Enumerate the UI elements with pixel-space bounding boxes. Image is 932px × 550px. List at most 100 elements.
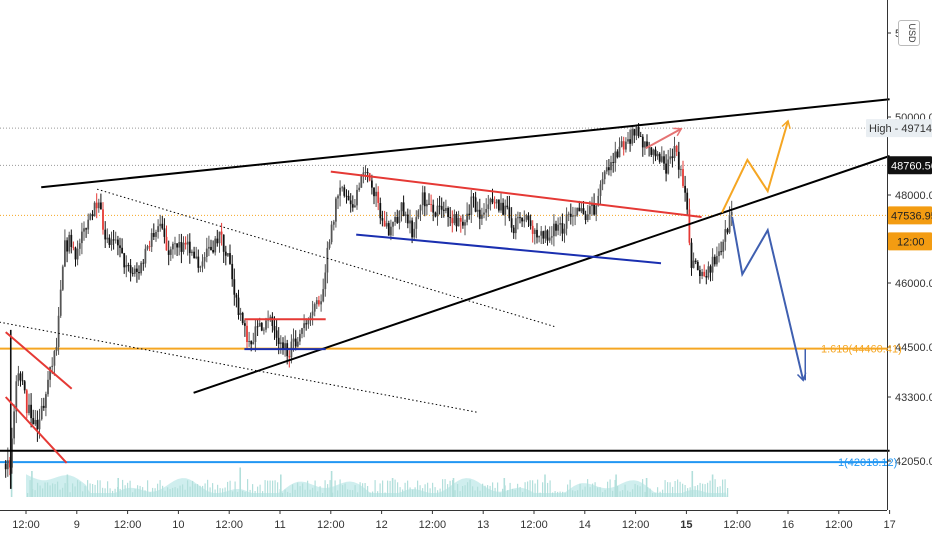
candle-body <box>326 247 329 273</box>
candle-body <box>540 231 543 236</box>
volume-bar <box>307 480 309 497</box>
candle-body <box>521 217 523 222</box>
candle-body <box>169 249 172 255</box>
volume-bar <box>597 487 599 497</box>
volume-area <box>26 474 727 497</box>
candle-body <box>584 214 587 220</box>
volume-spike <box>391 478 394 497</box>
price-scale[interactable]: 5250000.0048000.0046000.0044500.0043300.… <box>821 0 932 510</box>
volume-bar <box>82 491 84 497</box>
time-tick-label: 15 <box>680 519 692 531</box>
candle-body <box>114 239 117 241</box>
candle-body <box>686 192 689 210</box>
volume-bar <box>209 487 211 497</box>
candle-body <box>417 210 420 218</box>
candle-body <box>309 315 312 319</box>
volume-bar <box>662 489 664 497</box>
candle-body <box>514 218 517 234</box>
volume-bar <box>197 484 199 497</box>
volume-bar <box>329 480 331 497</box>
candle-body <box>487 204 490 209</box>
volume-bar <box>27 493 29 497</box>
candle-body <box>59 289 62 316</box>
candle-body <box>692 260 695 268</box>
volume-bar <box>539 492 541 497</box>
candle-body <box>265 320 267 330</box>
volume-bar <box>39 485 41 497</box>
candle-body <box>294 338 297 347</box>
level-48760-badge-bg <box>888 156 932 175</box>
candle-body <box>117 239 119 246</box>
candle-body <box>78 243 81 249</box>
volume-bar <box>572 490 574 497</box>
candle-body <box>400 202 403 212</box>
volume-bar <box>702 483 704 497</box>
candle-body <box>358 187 361 190</box>
candle-body <box>161 223 164 229</box>
volume-bar <box>414 487 416 497</box>
volume-bar <box>349 489 351 497</box>
candle-body <box>299 333 301 342</box>
candle-body <box>34 420 37 425</box>
candle-body <box>663 156 665 164</box>
volume-bar <box>549 480 551 497</box>
candle-body <box>375 191 377 197</box>
candle-body <box>618 146 621 158</box>
candle-body <box>178 242 181 248</box>
candle-body <box>244 323 246 326</box>
candle-body <box>157 226 159 232</box>
candle-body <box>311 311 314 316</box>
candle-body <box>665 163 667 174</box>
candle-body <box>150 233 153 247</box>
candle-body <box>292 338 295 342</box>
candle-body <box>227 253 229 256</box>
candle-body <box>468 213 471 215</box>
candle-body <box>301 328 303 334</box>
candle-body <box>512 227 515 234</box>
volume-bar <box>109 488 111 497</box>
candle-body <box>121 247 123 254</box>
volume-bar <box>484 485 486 497</box>
volume-bar <box>177 488 179 497</box>
candle-body <box>544 230 547 239</box>
volume-bar <box>517 483 519 497</box>
volume-bar <box>87 480 89 497</box>
currency-badge[interactable]: USD <box>898 20 920 46</box>
candle-body <box>572 215 574 217</box>
candle-body <box>339 187 341 196</box>
candle-body <box>474 197 477 212</box>
candle-body <box>345 195 348 197</box>
candle-body <box>233 279 236 295</box>
volume-bar <box>289 493 291 497</box>
candle-body <box>379 203 382 219</box>
red-fall-line <box>5 331 73 390</box>
candle-body <box>214 238 217 253</box>
volume-bar <box>207 479 209 497</box>
candle-body <box>146 246 149 249</box>
time-tick-label: 12 <box>375 519 387 531</box>
candle-body <box>517 217 519 219</box>
time-scale[interactable]: 12:00 9 12:00 10 12:00 11 12:00 12 12:00 13 12:00 1… <box>0 510 896 531</box>
candle-body <box>459 218 462 222</box>
candle-body <box>569 213 572 217</box>
volume-bar <box>257 486 259 497</box>
volume-bar <box>609 479 611 497</box>
volume-bar <box>552 492 554 497</box>
candle-body <box>231 263 234 280</box>
candle-body <box>360 175 363 188</box>
volume-bar <box>462 486 464 497</box>
candle-body <box>341 187 344 189</box>
volume-bar <box>707 482 709 497</box>
volume-bar <box>364 483 366 497</box>
candle-body <box>481 214 483 219</box>
volume-bar <box>632 489 634 497</box>
volume-bar <box>287 491 289 497</box>
candle-body <box>371 180 373 188</box>
volume-bar <box>454 490 456 497</box>
volume-bar <box>347 489 349 497</box>
volume-bar <box>719 486 721 497</box>
volume-bar <box>259 484 261 497</box>
volume-spike <box>280 474 282 497</box>
volume-layer <box>10 443 729 497</box>
